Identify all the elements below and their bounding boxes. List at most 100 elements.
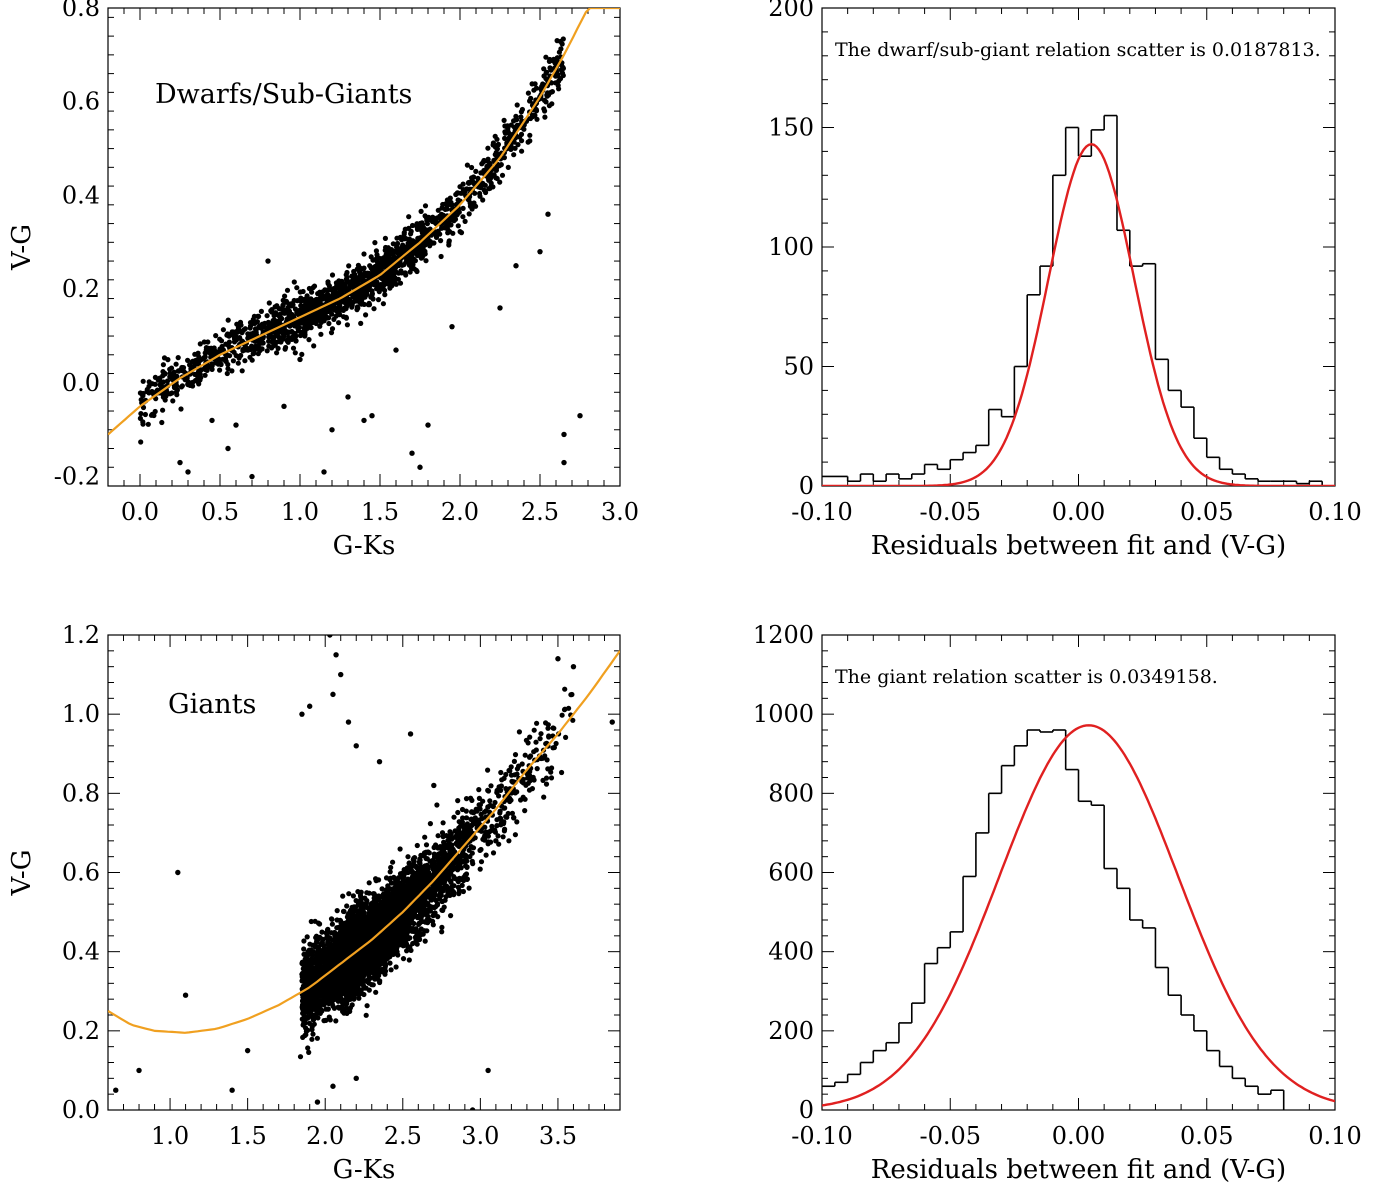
data-point [389, 283, 395, 289]
data-point [291, 279, 297, 285]
data-point [386, 269, 393, 275]
data-point [529, 81, 535, 87]
data-point [313, 320, 319, 327]
data-point [519, 106, 526, 113]
data-point [414, 842, 420, 849]
x-tick-label: 2.0 [306, 1122, 344, 1150]
data-point [354, 298, 360, 304]
data-point [292, 350, 298, 356]
data-point [190, 364, 196, 370]
data-point [334, 308, 341, 314]
data-point [467, 200, 473, 206]
data-point [527, 138, 533, 144]
data-point [473, 168, 479, 174]
data-point [161, 355, 168, 361]
data-point [306, 337, 312, 343]
data-point [264, 348, 270, 354]
data-point [405, 854, 411, 860]
data-point [337, 288, 344, 294]
data-point [530, 114, 536, 120]
data-point [284, 287, 291, 293]
data-point [527, 132, 533, 138]
data-point [319, 929, 325, 935]
data-point [350, 293, 356, 299]
data-point [527, 734, 533, 740]
data-points [108, 635, 620, 1110]
data-point [384, 257, 391, 263]
data-point [393, 255, 399, 261]
data-point [430, 918, 436, 925]
data-point [477, 866, 483, 872]
data-point [138, 397, 144, 403]
data-point [274, 311, 280, 318]
data-point [387, 960, 393, 966]
outlier-point [345, 394, 351, 400]
data-point [374, 262, 380, 269]
y-tick-label: -0.2 [54, 463, 100, 491]
data-point [344, 274, 350, 280]
data-point [390, 241, 396, 247]
data-point [355, 262, 361, 268]
data-point [457, 184, 463, 190]
y-tick-label: 1.2 [62, 621, 100, 649]
y-tick-label: 1.0 [62, 700, 100, 728]
x-tick-label: 1.5 [229, 1122, 267, 1150]
data-point [438, 225, 445, 231]
data-point [227, 353, 233, 359]
x-tick-label: 0.5 [201, 498, 239, 526]
data-point [304, 934, 310, 940]
data-point [406, 214, 412, 220]
data-point [319, 312, 326, 318]
y-tick-label: 0.8 [62, 0, 100, 22]
data-point [469, 164, 475, 171]
data-point [140, 404, 147, 411]
data-point [264, 313, 270, 319]
data-point [340, 893, 346, 899]
data-point [382, 247, 388, 253]
data-point [206, 346, 212, 352]
data-point [235, 360, 241, 366]
data-point [541, 73, 547, 79]
data-point [247, 346, 253, 353]
data-point [352, 278, 359, 285]
data-point [297, 332, 304, 339]
y-tick-label: 0.0 [62, 1096, 100, 1124]
data-point [381, 264, 387, 270]
y-axis-title: V-G [7, 224, 37, 271]
data-point [373, 280, 380, 287]
data-point [252, 347, 258, 353]
data-point [450, 230, 456, 236]
data-point [294, 285, 300, 291]
data-point [235, 325, 241, 331]
data-point [305, 322, 312, 328]
data-point [249, 357, 255, 363]
data-point [485, 156, 491, 162]
data-point [293, 338, 299, 344]
data-point [336, 278, 342, 284]
data-point [366, 270, 372, 276]
data-point [341, 298, 347, 304]
data-point [503, 771, 509, 778]
data-point [538, 86, 544, 92]
data-point [422, 213, 428, 219]
dwarf-scatter-panel: 0.0 0.5 1.0 1.5 2.0 2.5 3.0-0.20.00.20.40.60.8… [7, 0, 639, 561]
data-point [442, 206, 448, 212]
data-point [218, 361, 224, 368]
panel-label: Dwarfs/Sub-Giants [155, 79, 412, 110]
data-point [299, 351, 305, 357]
outlier-point [497, 305, 503, 311]
data-point [199, 356, 205, 362]
data-point [478, 859, 485, 865]
y-tick-label: 0.4 [62, 938, 100, 966]
data-point [400, 247, 406, 253]
data-point [276, 321, 282, 327]
data-point [282, 293, 288, 299]
y-tick-label: 150 [768, 114, 814, 142]
data-point [173, 361, 179, 367]
x-axis-title: Residuals between fit and (V-G) [871, 531, 1286, 561]
data-point [217, 367, 223, 373]
data-point [550, 725, 556, 731]
data-point [379, 275, 385, 281]
outlier-point [417, 464, 423, 470]
data-point [340, 283, 346, 289]
